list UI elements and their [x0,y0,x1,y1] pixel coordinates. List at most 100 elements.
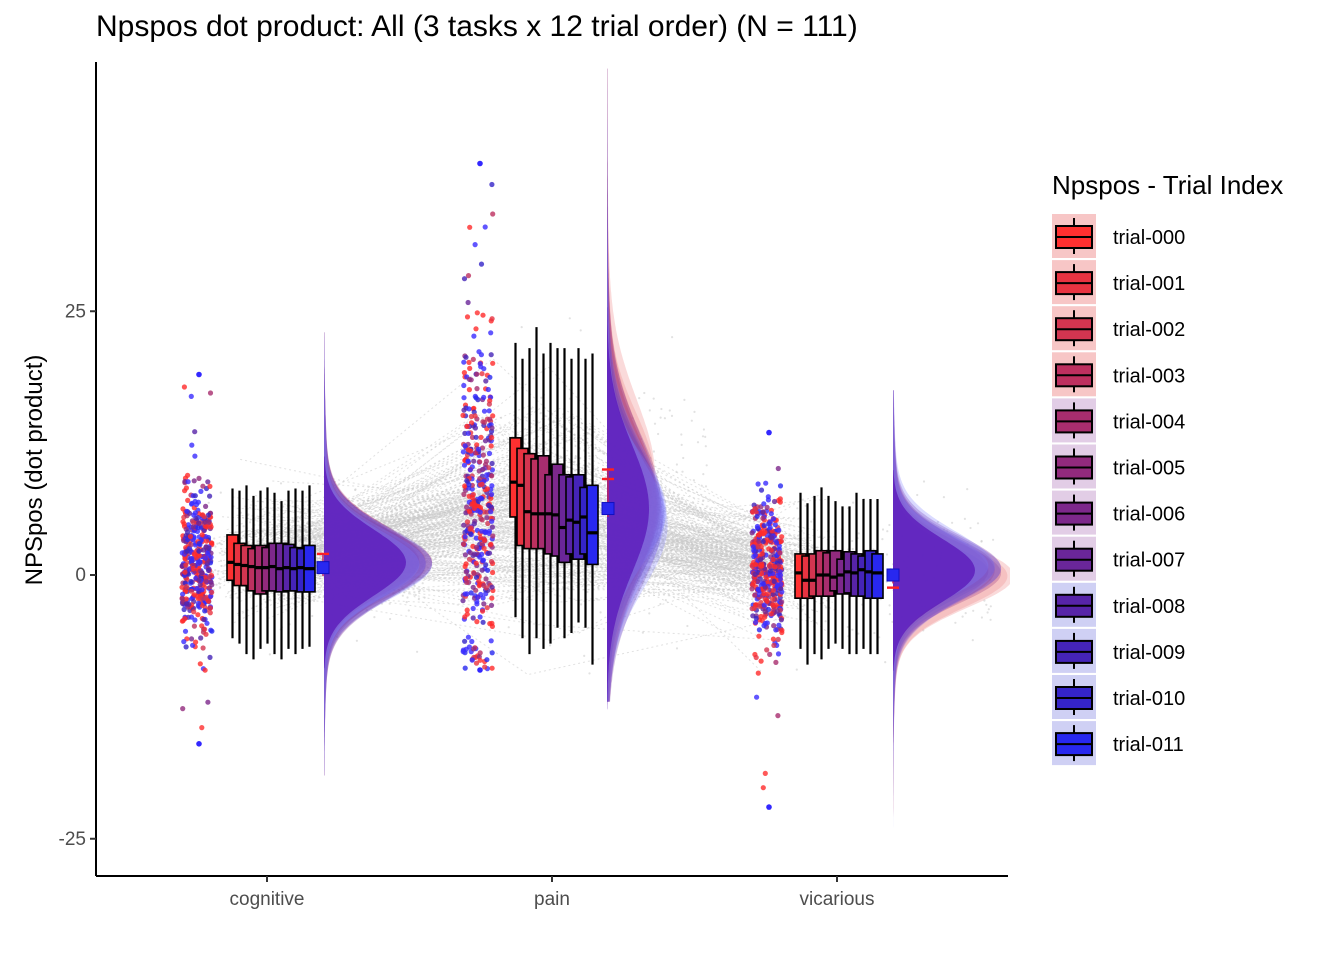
subject-line [255,499,738,588]
subject-dot [505,508,508,511]
subject-line [265,530,738,576]
raw-point [758,658,764,664]
x-tick-label: pain [534,889,570,910]
legend: trial-000 trial-001 trial-002 trial-003 tria… [1052,214,1185,766]
raw-point [764,591,770,597]
raw-point [778,617,785,623]
legend-label: trial-006 [1113,504,1185,526]
subject-dot [505,572,509,575]
raw-point [474,601,480,607]
subject-line [224,512,781,598]
subject-dot [512,547,515,550]
raw-point [464,314,471,320]
subject-dot [989,618,992,621]
subject-dot [502,440,505,443]
raw-point [481,408,488,414]
subject-dot [696,548,699,551]
raw-point [203,503,209,509]
subject-dot [652,397,655,400]
raw-point [468,377,474,383]
raw-point [761,602,768,608]
raw-point [486,465,492,471]
raw-point [460,449,466,455]
raw-point [773,602,779,608]
subject-dot [579,437,583,440]
subject-dot [654,574,658,577]
raw-point [462,563,468,570]
subject-dot [493,555,496,558]
raw-point [762,609,768,615]
raw-point [483,461,489,468]
subject-dot [648,561,651,564]
subject-dot [643,459,646,462]
subject-line [295,526,837,587]
raw-point [209,589,215,596]
subject-dot [516,575,519,578]
raw-point [202,555,208,561]
subject-dot [700,535,703,538]
raw-point [774,608,780,614]
subject-dot [683,398,686,401]
subject-dot [916,493,919,497]
raw-point [488,509,494,515]
raw-point [182,616,188,622]
raw-point [760,785,766,791]
raw-point [752,506,759,513]
subject-dot [398,513,401,516]
raw-point [762,529,768,535]
subject-dot [790,550,793,554]
raw-point [464,504,470,510]
subject-dot [388,602,391,605]
subject-dot [413,585,416,588]
subject-dot [851,547,854,551]
raw-point [207,654,213,661]
subject-line [231,538,762,565]
raw-point [761,523,767,529]
subject-dot [675,470,678,473]
subject-dot [693,410,696,413]
legend-item-trial-002: trial-002 [1052,306,1185,351]
raw-point [473,450,479,456]
subject-dot [989,578,992,582]
subject-dot [414,593,417,597]
subject-dot [705,587,708,590]
legend-label: trial-008 [1113,596,1185,618]
raw-point [768,511,774,517]
subject-dot [966,488,969,491]
raw-point [480,608,486,614]
subject-dot [415,530,418,533]
raw-point [771,578,777,585]
raw-point [207,390,214,396]
subject-dot [801,608,804,611]
subject-dot [657,471,660,474]
raw-point [477,476,483,482]
legend-title: Npspos - Trial Index [1052,170,1284,200]
raw-point [462,552,468,558]
raw-point [477,160,483,167]
raw-point [181,384,187,390]
subject-dot [568,317,571,320]
raw-point [200,483,206,489]
subject-dot [498,537,501,540]
raw-point [179,584,185,590]
raw-point [180,706,186,712]
subject-dot [416,523,419,526]
raw-point [486,450,493,457]
raw-point [779,629,785,636]
subject-dot [687,489,690,492]
subject-dot [583,654,586,658]
raw-point [461,395,467,401]
raw-point [490,360,496,366]
raw-point [207,610,213,616]
raw-point [779,599,785,605]
subject-dot [297,528,300,531]
raw-point [766,429,772,436]
subject-dot [686,624,689,628]
raw-point [465,273,472,279]
raw-point [192,453,198,459]
subject-dot [219,578,222,581]
box-vicarious-trial-11 [871,553,884,600]
raw-point [772,522,778,528]
raw-point [190,565,196,572]
legend-label: trial-001 [1113,273,1185,295]
